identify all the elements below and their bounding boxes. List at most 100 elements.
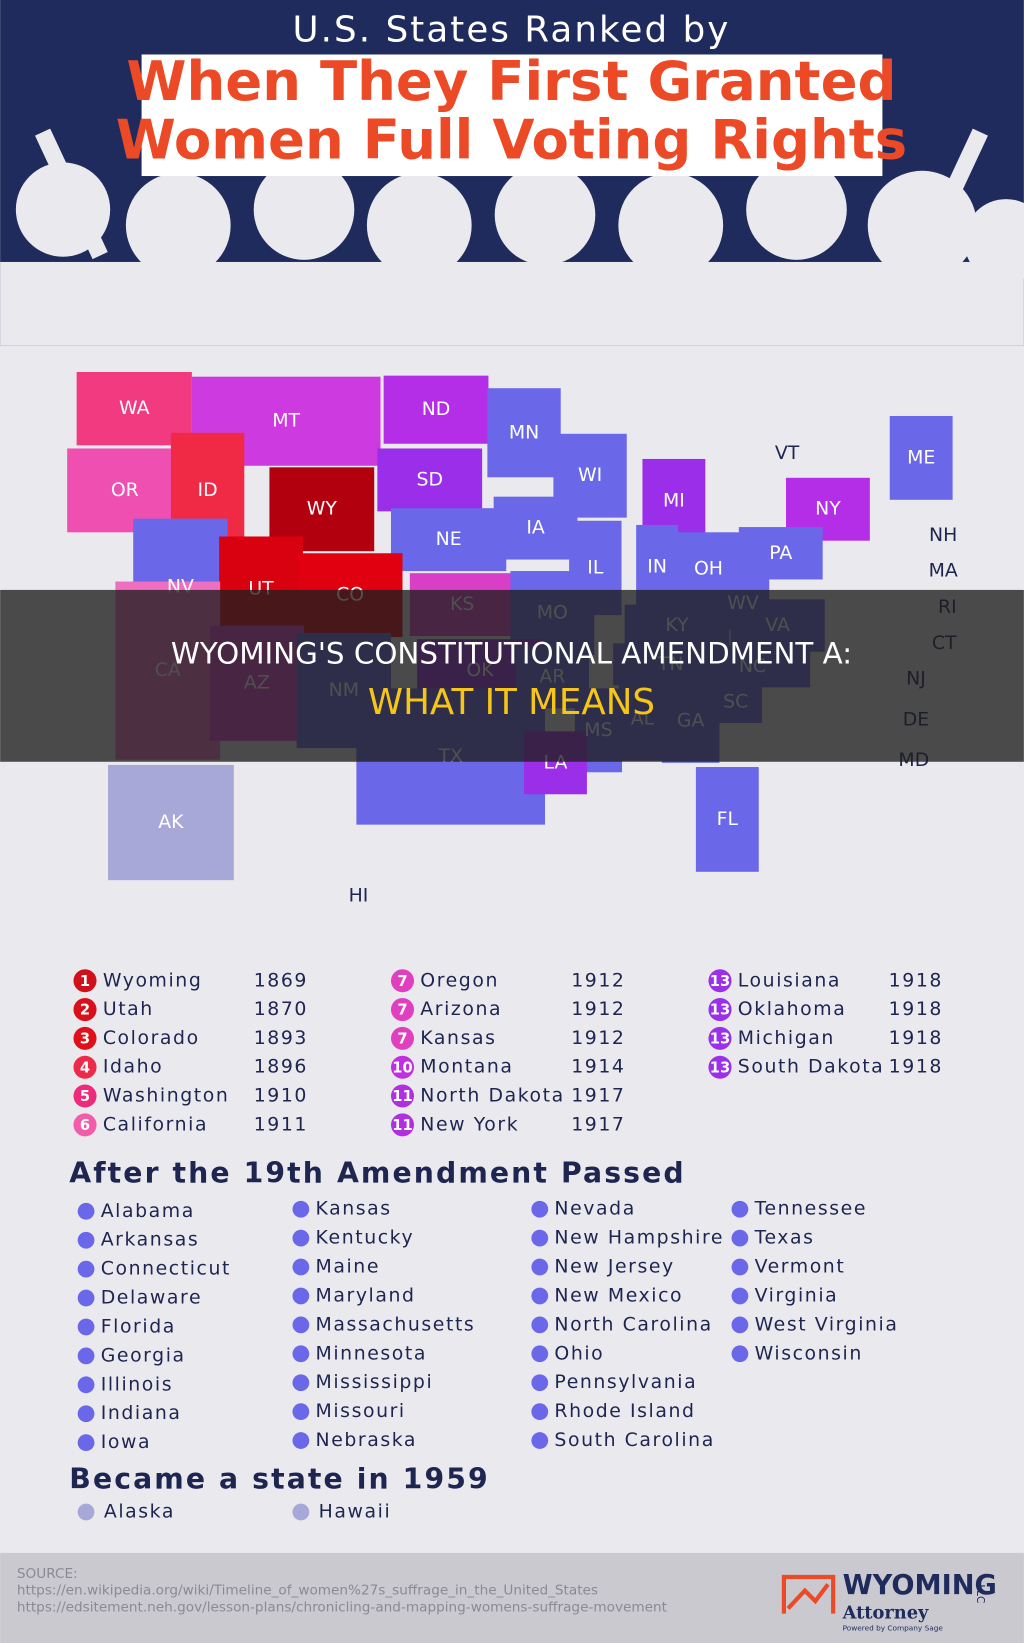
bullet <box>77 1434 95 1452</box>
rank-badge <box>73 998 97 1022</box>
rank-number: 2 <box>80 1002 90 1019</box>
state-name: South Carolina <box>554 1429 714 1451</box>
bullet <box>731 1345 749 1363</box>
rank-year: 1918 <box>889 969 943 991</box>
state-label: HI <box>349 884 369 906</box>
rank-badge <box>390 1084 415 1108</box>
state-name: Delaware <box>101 1287 202 1309</box>
silhouettes <box>0 128 1024 346</box>
state-name: Kentucky <box>316 1227 415 1249</box>
title: Women Full Voting Rights <box>116 108 907 172</box>
bullet <box>531 1403 549 1421</box>
bullet <box>731 1229 749 1247</box>
rank-number: 6 <box>80 1117 90 1134</box>
rank-number: 13 <box>710 1030 730 1047</box>
rank-number: 11 <box>392 1088 412 1105</box>
state-name: Minnesota <box>316 1342 427 1364</box>
bullet <box>292 1229 310 1247</box>
bullet <box>292 1403 310 1421</box>
rank-state: Oklahoma <box>738 998 847 1020</box>
state-label: ID <box>198 479 218 501</box>
bullet <box>531 1316 549 1334</box>
state-name: Missouri <box>316 1400 406 1422</box>
footer-bg <box>0 1552 1024 1643</box>
overlay-title: WYOMING'S CONSTITUTIONAL AMENDMENT A: <box>171 636 852 670</box>
state-shape <box>390 508 507 572</box>
state-label: SD <box>416 468 443 490</box>
rank-year: 1896 <box>254 1056 308 1078</box>
rank-state: Arizona <box>420 998 502 1020</box>
state-label: AK <box>158 811 184 833</box>
statehood-list: Alaska Hawaii <box>77 1501 390 1523</box>
state-shape <box>108 764 234 881</box>
state-label: WY <box>307 498 338 520</box>
rank-badge <box>708 998 732 1022</box>
rank-badge <box>73 969 97 993</box>
rank-number: 10 <box>392 1059 412 1076</box>
rank-year: 1910 <box>254 1085 308 1107</box>
bullet <box>531 1200 549 1218</box>
state-shape <box>67 448 183 533</box>
state-label: FL <box>717 808 739 830</box>
state-name: Maine <box>316 1256 380 1278</box>
rank-number: 7 <box>397 973 407 990</box>
rank-badge <box>73 1055 97 1079</box>
bullet <box>292 1316 310 1334</box>
rank-badge <box>390 998 415 1022</box>
rank-state: Michigan <box>738 1027 835 1049</box>
bullet <box>731 1200 749 1218</box>
state-shape <box>695 767 759 872</box>
bullet <box>531 1258 549 1276</box>
state-label: WA <box>119 397 150 419</box>
rank-badge <box>73 1026 97 1050</box>
overlay-subtitle: WHAT IT MEANS <box>368 682 655 723</box>
source-link[interactable]: https://edsitement.neh.gov/lesson-plans/… <box>17 1599 668 1615</box>
rank-state: California <box>103 1113 208 1135</box>
state-name: Texas <box>754 1227 815 1249</box>
rank-number: 13 <box>710 1059 730 1076</box>
rank-state: Kansas <box>420 1027 496 1049</box>
rank-state: North Dakota <box>420 1085 564 1107</box>
state-label: PA <box>769 542 792 564</box>
bullet <box>77 1503 95 1521</box>
logo-icon <box>781 1574 836 1614</box>
state-label: NH <box>929 524 957 546</box>
state-name: Connecticut <box>101 1258 231 1280</box>
state-name: New Hampshire <box>554 1227 724 1249</box>
rank-year: 1870 <box>254 998 308 1020</box>
state-name: Illinois <box>101 1373 173 1395</box>
state-label: WI <box>578 464 602 486</box>
state-label: MT <box>272 410 300 432</box>
bullet <box>292 1374 310 1392</box>
state-label: NE <box>436 528 462 550</box>
bullet <box>531 1432 549 1449</box>
section-heading: After the 19th Amendment Passed <box>69 1157 685 1190</box>
state-name: New Mexico <box>554 1284 683 1306</box>
state-name: North Carolina <box>554 1313 712 1335</box>
rank-badge <box>708 1026 732 1050</box>
rank-state: Washington <box>103 1085 230 1107</box>
state-name: Nevada <box>554 1198 635 1220</box>
state-name: Maryland <box>316 1284 416 1306</box>
rank-year: 1912 <box>571 969 625 991</box>
title: When They First Granted <box>126 49 896 113</box>
bullet <box>77 1405 95 1423</box>
bullet <box>531 1229 549 1247</box>
logo-sub: Attorney <box>842 1603 929 1624</box>
state-label: NY <box>815 498 841 520</box>
rank-year: 1912 <box>571 1027 625 1049</box>
rank-number: 1 <box>80 973 90 990</box>
rank-year: 1918 <box>889 998 943 1020</box>
state-label: VT <box>775 442 800 464</box>
source-link[interactable]: https://en.wikipedia.org/wiki/Timeline_o… <box>17 1583 598 1599</box>
bullet <box>531 1287 549 1305</box>
state-label: OR <box>111 479 139 501</box>
rank-number: 3 <box>80 1030 90 1047</box>
state-shape <box>493 496 578 560</box>
rank-state: Wyoming <box>103 969 203 991</box>
state-label: IN <box>647 555 667 577</box>
source-label: SOURCE: <box>17 1566 78 1582</box>
rank-badge <box>73 1084 97 1108</box>
bullet <box>292 1503 310 1521</box>
